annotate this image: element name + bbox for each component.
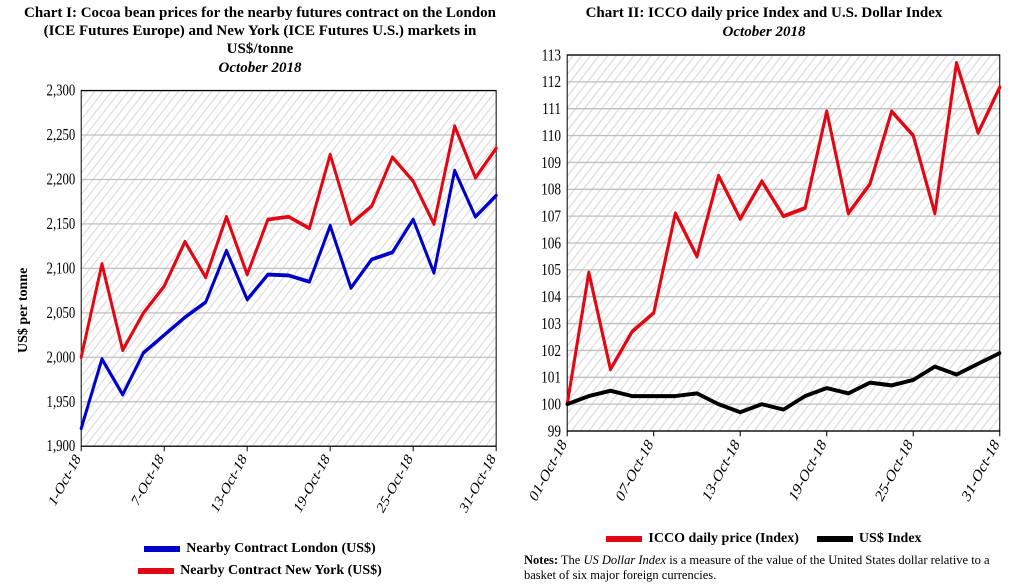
svg-text:19-Oct-18: 19-Oct-18	[786, 436, 830, 505]
svg-text:01-Oct-18: 01-Oct-18	[527, 436, 571, 505]
svg-text:07-Oct-18: 07-Oct-18	[613, 436, 657, 505]
chart1-body: US$ per tonne 1,9001,9502,0002,0502,1002…	[14, 83, 506, 537]
svg-text:19-Oct-18: 19-Oct-18	[292, 451, 334, 516]
svg-text:101: 101	[541, 368, 561, 387]
notes-prefix: Notes:	[524, 553, 558, 567]
svg-text:13-Oct-18: 13-Oct-18	[700, 436, 744, 505]
chart1-legend: Nearby Contract London (US$) Nearby Cont…	[14, 537, 506, 583]
chart2-subtitle: October 2018	[518, 24, 1010, 41]
chart2-legend: ICCO daily price (Index) US$ Index	[518, 527, 1010, 551]
svg-text:105: 105	[541, 261, 561, 280]
svg-text:113: 113	[542, 47, 562, 65]
svg-text:31-Oct-18: 31-Oct-18	[959, 436, 1003, 505]
legend-label: Nearby Contract London (US$)	[186, 541, 375, 557]
legend-swatch	[138, 568, 174, 574]
svg-text:1,950: 1,950	[47, 393, 76, 411]
chart1-title: Chart I: Cocoa bean prices for the nearb…	[14, 4, 506, 58]
svg-text:102: 102	[541, 341, 561, 360]
chart1-subtitle: October 2018	[14, 60, 506, 77]
svg-text:108: 108	[541, 180, 561, 199]
svg-text:112: 112	[542, 73, 561, 92]
chart2-legend-item-1: US$ Index	[817, 531, 922, 547]
svg-text:2,100: 2,100	[47, 260, 76, 278]
chart2-body: 9910010110210310410510610710810911011111…	[518, 47, 1010, 527]
chart2-plot: 9910010110210310410510610710810911011111…	[518, 47, 1010, 527]
legend-label: ICCO daily price (Index)	[648, 531, 799, 547]
svg-text:104: 104	[541, 287, 561, 306]
chart2-legend-item-0: ICCO daily price (Index)	[606, 531, 799, 547]
svg-text:110: 110	[542, 126, 562, 145]
chart1-legend-item-1: Nearby Contract New York (US$)	[138, 563, 382, 579]
notes-italic: US Dollar Index	[583, 553, 666, 567]
legend-swatch	[606, 536, 642, 542]
svg-text:106: 106	[541, 234, 561, 253]
chart1-panel: Chart I: Cocoa bean prices for the nearb…	[8, 4, 512, 583]
chart1-legend-item-0: Nearby Contract London (US$)	[144, 541, 375, 557]
svg-text:100: 100	[541, 395, 561, 414]
svg-text:7-Oct-18: 7-Oct-18	[129, 451, 167, 510]
svg-text:13-Oct-18: 13-Oct-18	[209, 451, 251, 516]
svg-text:2,150: 2,150	[47, 216, 76, 234]
svg-text:2,000: 2,000	[47, 349, 76, 367]
legend-swatch	[817, 536, 853, 542]
chart2-title: Chart II: ICCO daily price Index and U.S…	[518, 4, 1010, 22]
legend-label: Nearby Contract New York (US$)	[180, 563, 382, 579]
svg-text:2,200: 2,200	[47, 171, 76, 189]
svg-text:1-Oct-18: 1-Oct-18	[46, 451, 84, 510]
svg-text:25-Oct-18: 25-Oct-18	[375, 451, 417, 516]
legend-swatch	[144, 546, 180, 552]
svg-text:111: 111	[542, 99, 561, 118]
svg-text:2,250: 2,250	[47, 127, 76, 145]
legend-label: US$ Index	[859, 531, 922, 547]
svg-text:107: 107	[541, 207, 561, 226]
chart1-plot: 1,9001,9502,0002,0502,1002,1502,2002,250…	[34, 83, 506, 537]
svg-text:103: 103	[541, 314, 561, 333]
svg-text:2,050: 2,050	[47, 304, 76, 322]
chart1-ylabel: US$ per tonne	[14, 83, 34, 537]
svg-text:2,300: 2,300	[47, 83, 76, 100]
chart2-panel: Chart II: ICCO daily price Index and U.S…	[512, 4, 1016, 583]
svg-text:109: 109	[541, 153, 561, 172]
svg-text:31-Oct-18: 31-Oct-18	[458, 451, 500, 516]
svg-text:25-Oct-18: 25-Oct-18	[873, 436, 917, 505]
chart2-notes: Notes: The US Dollar Index is a measure …	[518, 551, 1010, 583]
